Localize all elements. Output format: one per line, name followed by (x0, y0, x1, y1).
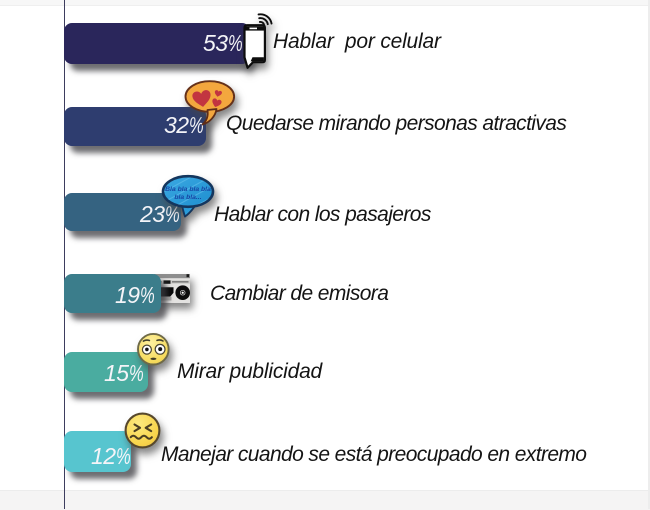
svg-text:Bla bla bla bla: Bla bla bla bla (165, 186, 211, 193)
svg-text:bla bla...: bla bla... (174, 194, 201, 201)
